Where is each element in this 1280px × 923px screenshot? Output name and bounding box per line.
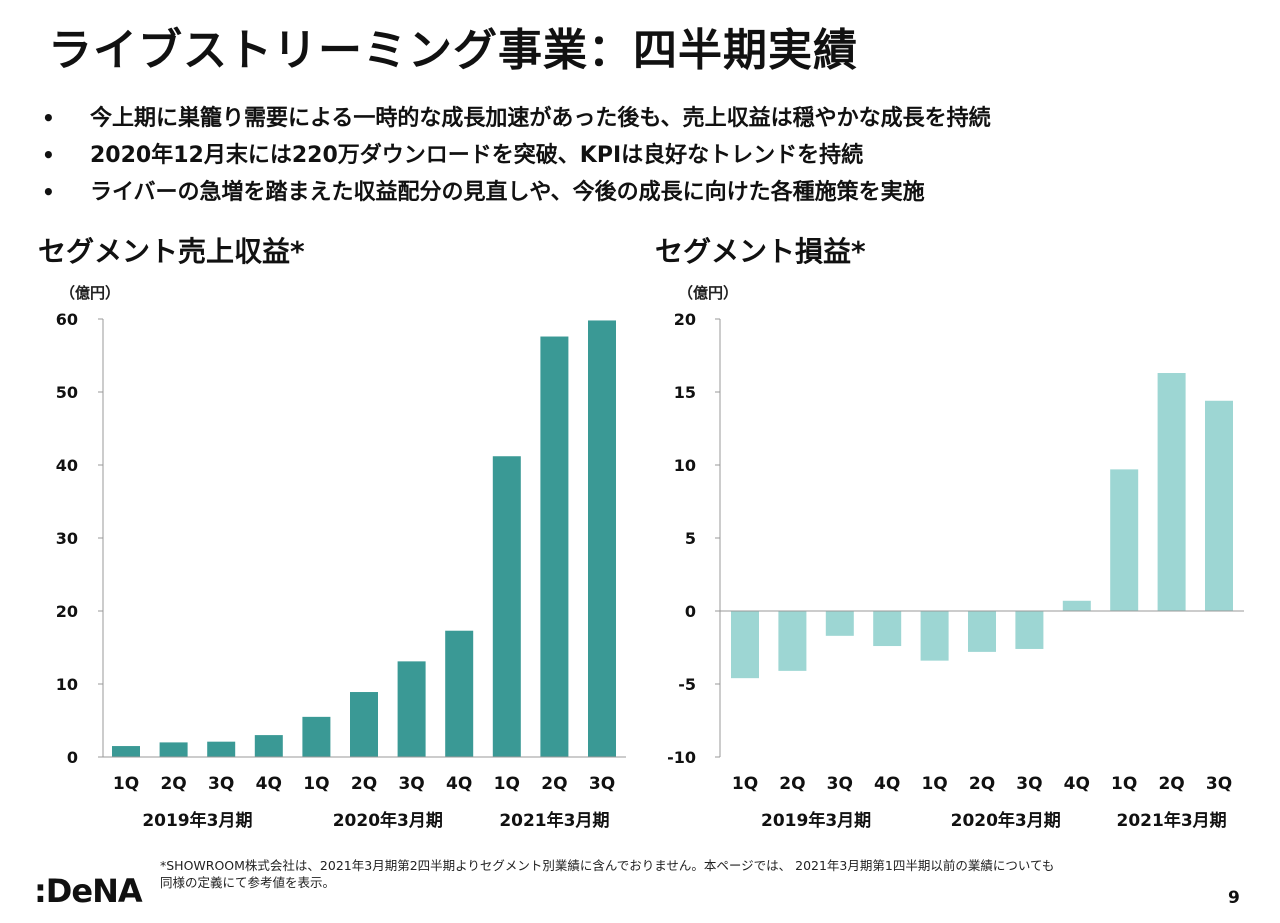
revenue-x-tick-label: 1Q — [494, 774, 520, 794]
revenue-y-tick-label: 30 — [56, 529, 78, 548]
revenue-group-label: 2021年3月期 — [499, 810, 609, 831]
profit-x-tick-label: 1Q — [921, 774, 947, 794]
bullet-dot: • — [42, 106, 55, 130]
revenue-bar — [350, 692, 378, 757]
profit-y-tick-label: 0 — [685, 602, 696, 621]
footnote: *SHOWROOM株式会社は、2021年3月期第2四半期よりセグメント別業績に含… — [160, 857, 1054, 891]
dena-logo: :DeNA — [34, 872, 143, 910]
profit-x-tick-label: 3Q — [1016, 774, 1042, 794]
footnote-line-2: 同様の定義にて参考値を表示。 — [160, 875, 336, 890]
profit-x-tick-label: 4Q — [1064, 774, 1090, 794]
profit-bar — [920, 611, 949, 661]
revenue-bar — [159, 742, 188, 757]
bullet-text: 今上期に巣籠り需要による一時的な成長加速があった後も、売上収益は穏やかな成長を持… — [90, 106, 991, 131]
revenue-x-tick-label: 4Q — [446, 774, 472, 794]
revenue-bar — [397, 661, 426, 757]
profit-x-tick-label: 4Q — [874, 774, 900, 794]
revenue-x-tick-label: 3Q — [398, 774, 424, 794]
profit-bar — [1015, 611, 1044, 649]
revenue-x-tick-label: 3Q — [208, 774, 234, 794]
bullet-item: • 2020年12月末には220万ダウンロードを突破、KPIは良好なトレンドを持続 — [40, 137, 991, 174]
revenue-group-label: 2020年3月期 — [333, 810, 443, 831]
profit-bar — [968, 611, 996, 652]
revenue-y-tick-label: 50 — [56, 383, 78, 402]
profit-group-label: 2020年3月期 — [951, 810, 1061, 831]
bullet-dot: • — [42, 180, 55, 204]
revenue-x-tick-label: 3Q — [589, 774, 615, 794]
revenue-unit-label: （億円） — [60, 284, 120, 302]
profit-bar — [1205, 400, 1233, 611]
revenue-bar — [302, 716, 331, 757]
profit-x-tick-label: 1Q — [1111, 774, 1137, 794]
profit-bar — [778, 611, 807, 671]
profit-y-tick-label: -5 — [678, 675, 696, 694]
profit-x-tick-label: 1Q — [732, 774, 758, 794]
page-title: ライブストリーミング事業：四半期実績 — [48, 25, 858, 76]
profit-group-label: 2021年3月期 — [1117, 810, 1227, 831]
bullet-item: • ライバーの急増を踏まえた収益配分の見直しや、今後の成長に向けた各種施策を実施 — [40, 174, 991, 211]
profit-x-tick-label: 3Q — [827, 774, 853, 794]
revenue-chart-title: セグメント売上収益* — [38, 235, 305, 268]
profit-y-tick-label: -10 — [667, 748, 696, 767]
profit-x-tick-label: 2Q — [779, 774, 805, 794]
revenue-bar — [254, 735, 283, 757]
profit-unit-label: （億円） — [678, 284, 738, 302]
profit-x-tick-label: 3Q — [1206, 774, 1232, 794]
profit-y-tick-label: 15 — [674, 383, 696, 402]
revenue-x-tick-label: 1Q — [303, 774, 329, 794]
bullet-text: 2020年12月末には220万ダウンロードを突破、KPIは良好なトレンドを持続 — [90, 143, 864, 168]
profit-x-tick-label: 2Q — [969, 774, 995, 794]
revenue-x-tick-label: 2Q — [351, 774, 377, 794]
bullet-text: ライバーの急増を踏まえた収益配分の見直しや、今後の成長に向けた各種施策を実施 — [90, 180, 925, 205]
revenue-y-tick-label: 20 — [56, 602, 78, 621]
profit-x-tick-label: 2Q — [1158, 774, 1184, 794]
bullet-list: • 今上期に巣籠り需要による一時的な成長加速があった後も、売上収益は穏やかな成長を… — [40, 100, 991, 211]
revenue-bar — [492, 456, 521, 757]
revenue-bar — [112, 746, 140, 757]
profit-y-tick-label: 20 — [674, 310, 696, 329]
profit-bar — [1157, 373, 1186, 611]
revenue-bar — [588, 320, 616, 757]
profit-bar — [825, 611, 854, 636]
profit-bar — [1062, 600, 1091, 611]
profit-group-label: 2019年3月期 — [761, 810, 871, 831]
revenue-x-tick-label: 2Q — [160, 774, 186, 794]
revenue-bar — [540, 336, 569, 757]
revenue-x-tick-label: 4Q — [256, 774, 282, 794]
bullet-dot: • — [42, 143, 55, 167]
profit-y-tick-label: 5 — [685, 529, 696, 548]
page-number: 9 — [1228, 888, 1240, 908]
footnote-line-1: *SHOWROOM株式会社は、2021年3月期第2四半期よりセグメント別業績に含… — [160, 858, 1055, 873]
profit-bar — [873, 611, 902, 647]
revenue-y-tick-label: 60 — [56, 310, 78, 329]
revenue-y-tick-label: 0 — [67, 748, 78, 767]
profit-y-tick-label: 10 — [674, 456, 696, 475]
profit-bar — [731, 611, 759, 679]
revenue-y-tick-label: 10 — [56, 675, 78, 694]
revenue-y-tick-label: 40 — [56, 456, 78, 475]
revenue-x-tick-label: 2Q — [541, 774, 567, 794]
revenue-bar — [207, 741, 236, 757]
bullet-item: • 今上期に巣籠り需要による一時的な成長加速があった後も、売上収益は穏やかな成長を… — [40, 100, 991, 137]
revenue-bar — [445, 630, 474, 757]
revenue-x-tick-label: 1Q — [113, 774, 139, 794]
profit-chart-title: セグメント損益* — [655, 235, 866, 268]
profit-bar — [1110, 469, 1139, 611]
revenue-group-label: 2019年3月期 — [142, 810, 252, 831]
